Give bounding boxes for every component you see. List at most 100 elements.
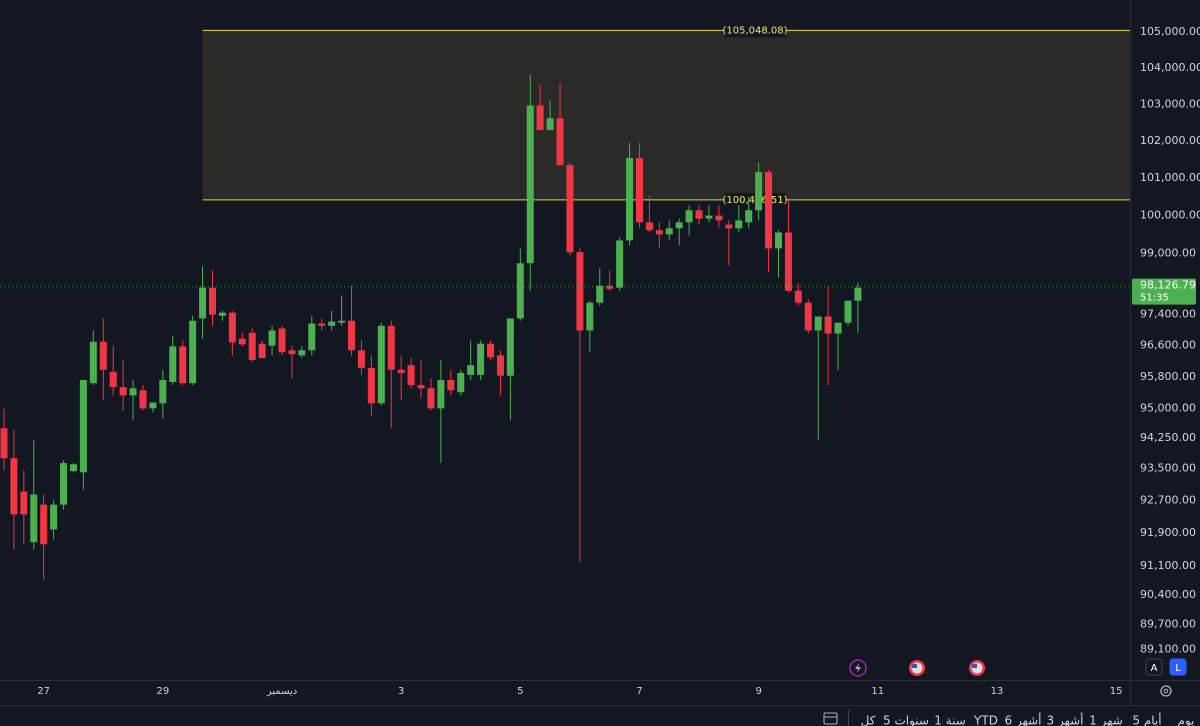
scale-button[interactable]: [1169, 658, 1187, 676]
x-tick-label: 13: [991, 686, 1004, 697]
candle-body: [208, 287, 216, 315]
candle-body: [288, 350, 296, 355]
y-tick-label: 105,000.00: [1140, 25, 1200, 38]
event-icon[interactable]: [849, 659, 867, 677]
candle-body: [536, 105, 544, 131]
candle-body: [745, 210, 753, 223]
y-tick-label: 95,000.00: [1140, 401, 1196, 414]
y-tick-label: 94,250.00: [1140, 431, 1196, 444]
event-icon[interactable]: [909, 660, 925, 676]
candle-body: [794, 290, 802, 303]
candle-body: [457, 372, 465, 393]
scale-button[interactable]: [1145, 658, 1163, 676]
candle-body: [596, 285, 604, 303]
candle-body: [814, 316, 822, 331]
candle-body: [60, 463, 68, 505]
range-button[interactable]: كل: [861, 714, 876, 726]
y-tick-label: 96,600.00: [1140, 339, 1196, 352]
candle-body: [675, 222, 683, 229]
candle-body: [0, 428, 8, 459]
y-tick-label: 102,000.00: [1140, 134, 1200, 147]
candle-body: [447, 380, 455, 391]
x-tick-label: 9: [755, 686, 761, 697]
candle-body: [735, 220, 743, 229]
range-button[interactable]: 5 أيام: [1132, 713, 1161, 726]
range-button[interactable]: 1 شهر: [1089, 714, 1123, 726]
x-tick-label: 7: [636, 686, 642, 697]
event-icon[interactable]: [969, 660, 985, 676]
x-tick-label: 15: [1110, 686, 1123, 697]
y-tick-label: 101,000.00: [1140, 171, 1200, 184]
candle-body: [328, 321, 336, 326]
candle-body: [546, 118, 554, 131]
candle-body: [69, 464, 77, 472]
candle-body: [616, 240, 624, 288]
x-tick-label: 27: [37, 686, 50, 697]
scale-button-label: A: [1151, 663, 1158, 674]
range-button[interactable]: يوم: [1178, 714, 1195, 726]
y-tick-label: 89,100.00: [1140, 642, 1196, 655]
candle-body: [576, 252, 584, 331]
candle-body: [427, 388, 435, 409]
candle-body: [189, 320, 197, 384]
calendar-icon[interactable]: [823, 712, 838, 725]
x-tick-label: 3: [398, 686, 404, 697]
candle-body: [854, 287, 862, 301]
y-tick-label: 95,800.00: [1140, 370, 1196, 383]
current-price-label: 98,126.79: [1140, 279, 1196, 292]
range-button[interactable]: 3 أشهر: [1047, 713, 1084, 726]
candle-body: [477, 343, 485, 375]
candle-body: [755, 172, 763, 211]
candle-body: [586, 302, 594, 331]
candle-body: [89, 341, 97, 384]
candle-body: [774, 232, 782, 249]
x-tick-label: 29: [156, 686, 169, 697]
candle-body: [129, 388, 137, 396]
candle-body: [238, 338, 246, 345]
y-tick-label: 89,700.00: [1140, 617, 1196, 630]
candle-body: [377, 325, 385, 404]
candle-body: [665, 228, 673, 235]
candle-body: [417, 385, 425, 389]
candle-body: [437, 380, 445, 409]
settings-icon[interactable]: [1160, 685, 1172, 697]
y-tick-label: 99,000.00: [1140, 246, 1196, 259]
candle-body: [248, 332, 256, 361]
candle-body: [566, 165, 574, 253]
zone-label: (100,416.51): [722, 195, 787, 206]
candle-body: [715, 215, 723, 221]
candle-body: [169, 346, 177, 382]
candle-body: [725, 224, 733, 229]
range-button[interactable]: 1 سنة: [934, 714, 966, 726]
candle-body: [159, 380, 167, 404]
y-tick-label: 91,100.00: [1140, 559, 1196, 572]
x-tick-label: ديسمبر: [266, 686, 297, 697]
candle-body: [199, 287, 207, 319]
range-button[interactable]: YTD: [973, 714, 998, 726]
candle-body: [268, 330, 276, 346]
candle-body: [834, 322, 842, 334]
candle-body: [30, 494, 38, 543]
candle-body: [308, 323, 316, 351]
candle-body: [228, 312, 236, 343]
candle-body: [645, 222, 653, 231]
candle-body: [40, 504, 48, 545]
candle-body: [765, 172, 773, 249]
candle-body: [626, 158, 634, 241]
candle-body: [526, 105, 534, 264]
y-tick-label: 91,900.00: [1140, 526, 1196, 539]
candle-body: [556, 118, 564, 166]
x-tick-label: 5: [517, 686, 523, 697]
y-tick-label: 103,000.00: [1140, 97, 1200, 110]
candle-body: [824, 316, 832, 334]
range-button[interactable]: 5 سنوات: [883, 714, 929, 726]
x-tick-label: 11: [871, 686, 884, 697]
candle-body: [348, 320, 356, 351]
candle-body: [298, 350, 306, 356]
candle-body: [10, 458, 18, 515]
zone-label-bg: [724, 23, 786, 38]
range-button[interactable]: 6 أشهر: [1005, 713, 1042, 726]
